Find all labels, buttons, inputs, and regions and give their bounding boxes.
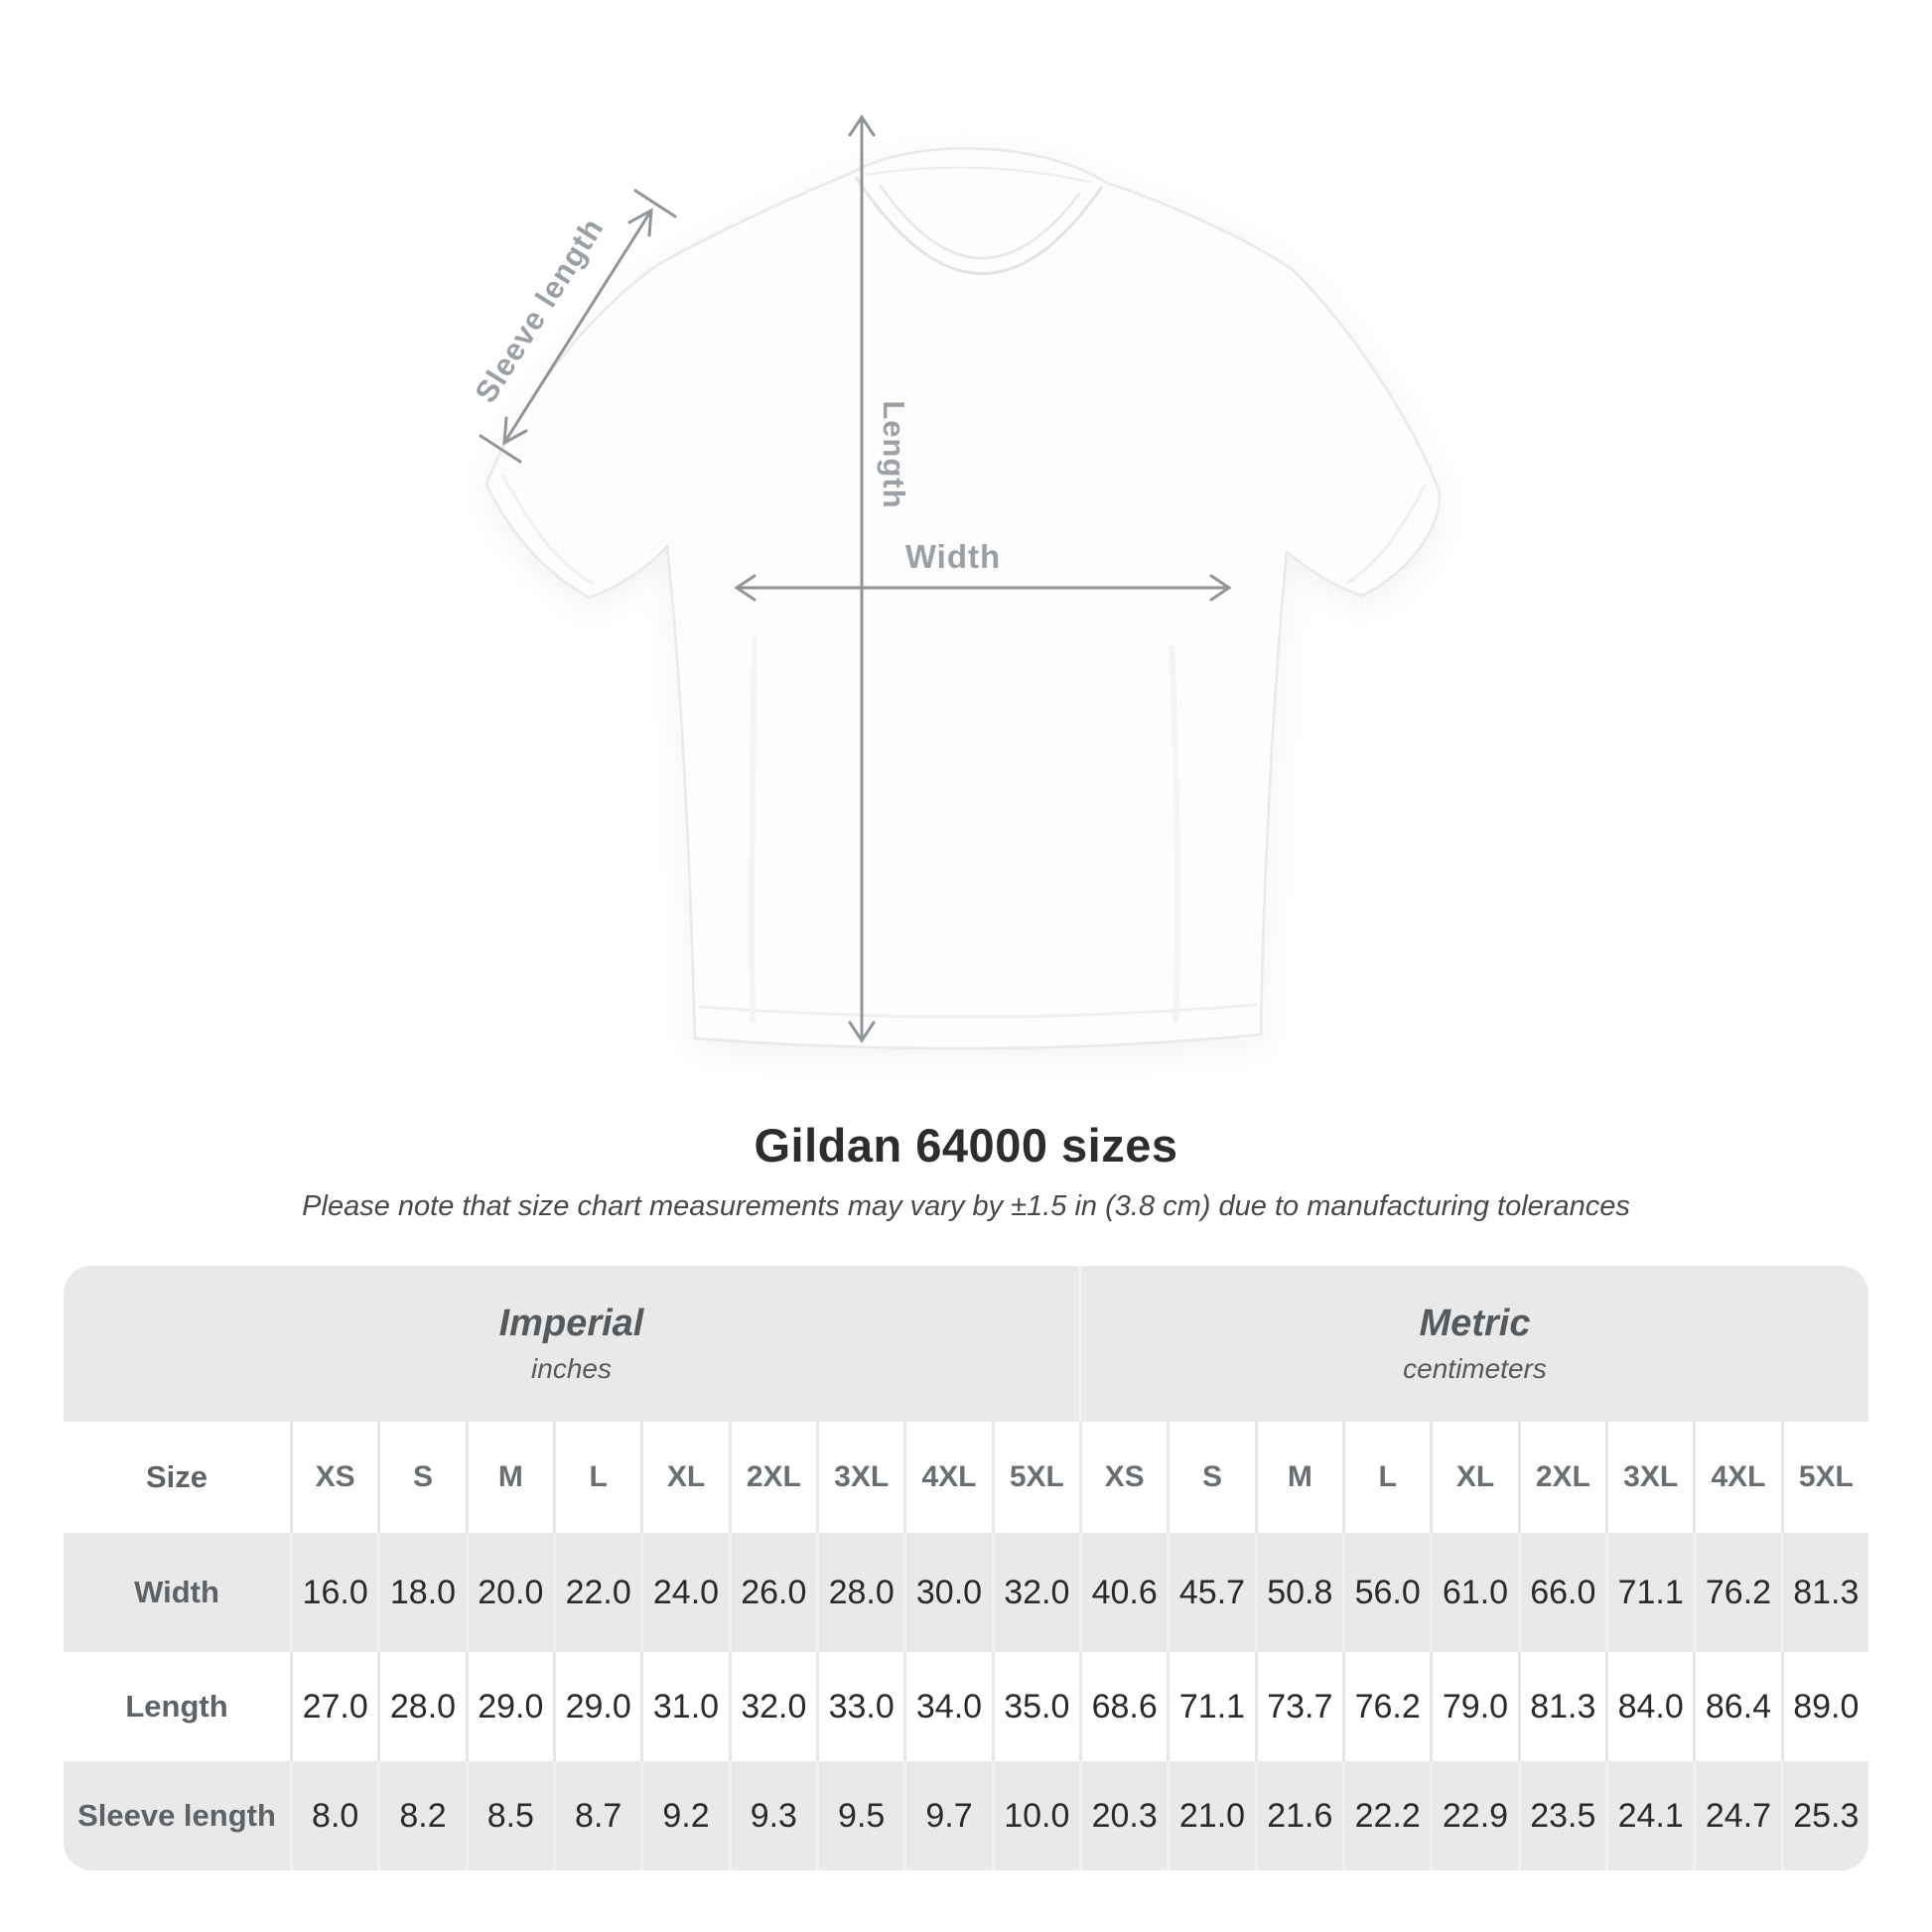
value-cell: 35.0 [991,1652,1079,1761]
size-header-cell: 3XL [1605,1422,1694,1533]
row-label-sleeve-length: Sleeve length [64,1761,290,1870]
value-cell: 24.7 [1693,1761,1781,1870]
value-cell: 21.0 [1167,1761,1255,1870]
size-header-cell: 5XL [1780,1422,1868,1533]
value-cell: 10.0 [991,1761,1079,1870]
size-header-cell: M [1254,1422,1342,1533]
value-cell: 8.7 [553,1761,641,1870]
value-cell: 22.0 [553,1533,641,1652]
value-cell: 8.2 [377,1761,466,1870]
imperial-group-label: Imperial [498,1303,644,1344]
size-header-cell: XL [1430,1422,1518,1533]
value-cell: 56.0 [1342,1533,1431,1652]
value-cell: 29.0 [553,1652,641,1761]
size-header-cell: S [1167,1422,1255,1533]
value-cell: 25.3 [1780,1761,1868,1870]
value-cell: 31.0 [640,1652,729,1761]
value-cell: 33.0 [816,1652,904,1761]
imperial-group-header: Imperial inches [64,1266,1079,1422]
value-cell: 8.0 [290,1761,378,1870]
size-header-cell: 3XL [816,1422,904,1533]
tshirt-diagram: Sleeve length Length Width [468,114,1442,1050]
value-cell: 20.0 [465,1533,553,1652]
size-header-cell: XS [290,1422,378,1533]
value-cell: 76.2 [1693,1533,1781,1652]
value-cell: 66.0 [1517,1533,1605,1652]
value-cell: 86.4 [1693,1652,1781,1761]
value-cell: 40.6 [1079,1533,1168,1652]
width-label: Width [905,538,1001,575]
value-cell: 8.5 [465,1761,553,1870]
size-header-cell: 2XL [1517,1422,1605,1533]
value-cell: 26.0 [728,1533,816,1652]
width-arrow [734,574,1232,602]
value-cell: 29.0 [465,1652,553,1761]
value-cell: 20.3 [1079,1761,1168,1870]
tshirt-image [484,147,1442,1050]
length-label: Length [877,400,911,508]
value-cell: 34.0 [903,1652,992,1761]
length-arrow [848,114,876,1043]
value-cell: 21.6 [1254,1761,1342,1870]
value-cell: 45.7 [1167,1533,1255,1652]
sleeve-length-arrow [479,189,677,464]
value-cell: 50.8 [1254,1533,1342,1652]
value-cell: 23.5 [1517,1761,1605,1870]
value-cell: 28.0 [816,1533,904,1652]
size-header-cell: XL [640,1422,729,1533]
value-cell: 28.0 [377,1652,466,1761]
page-title: Gildan 64000 sizes [754,1119,1178,1172]
metric-group-label: Metric [1419,1303,1531,1344]
value-cell: 81.3 [1780,1533,1868,1652]
imperial-group-unit: inches [531,1353,612,1384]
size-header-cell: 4XL [1693,1422,1781,1533]
value-cell: 32.0 [991,1533,1079,1652]
value-cell: 89.0 [1780,1652,1868,1761]
value-cell: 27.0 [290,1652,378,1761]
value-cell: 9.3 [728,1761,816,1870]
value-cell: 71.1 [1605,1533,1694,1652]
value-cell: 16.0 [290,1533,378,1652]
value-cell: 84.0 [1605,1652,1694,1761]
value-cell: 18.0 [377,1533,466,1652]
value-cell: 81.3 [1517,1652,1605,1761]
value-cell: 32.0 [728,1652,816,1761]
size-column-header: Size [64,1422,290,1533]
value-cell: 71.1 [1167,1652,1255,1761]
value-cell: 24.1 [1605,1761,1694,1870]
size-header-cell: L [1342,1422,1431,1533]
value-cell: 22.9 [1430,1761,1518,1870]
size-header-cell: M [465,1422,553,1533]
value-cell: 9.7 [903,1761,992,1870]
size-header-cell: 5XL [991,1422,1079,1533]
value-cell: 22.2 [1342,1761,1431,1870]
value-cell: 73.7 [1254,1652,1342,1761]
size-table: Imperial inches Metric centimeters Size … [64,1266,1868,1870]
value-cell: 76.2 [1342,1652,1431,1761]
row-label-length: Length [64,1652,290,1761]
metric-group-unit: centimeters [1403,1353,1547,1384]
size-header-cell: S [377,1422,466,1533]
size-header-cell: XS [1079,1422,1168,1533]
value-cell: 79.0 [1430,1652,1518,1761]
metric-group-header: Metric centimeters [1079,1266,1868,1422]
value-cell: 68.6 [1079,1652,1168,1761]
tolerance-note: Please note that size chart measurements… [302,1190,1630,1222]
row-label-width: Width [64,1533,290,1652]
value-cell: 9.5 [816,1761,904,1870]
size-header-cell: L [553,1422,641,1533]
value-cell: 30.0 [903,1533,992,1652]
size-header-cell: 2XL [728,1422,816,1533]
size-header-cell: 4XL [903,1422,992,1533]
value-cell: 24.0 [640,1533,729,1652]
value-cell: 61.0 [1430,1533,1518,1652]
value-cell: 9.2 [640,1761,729,1870]
